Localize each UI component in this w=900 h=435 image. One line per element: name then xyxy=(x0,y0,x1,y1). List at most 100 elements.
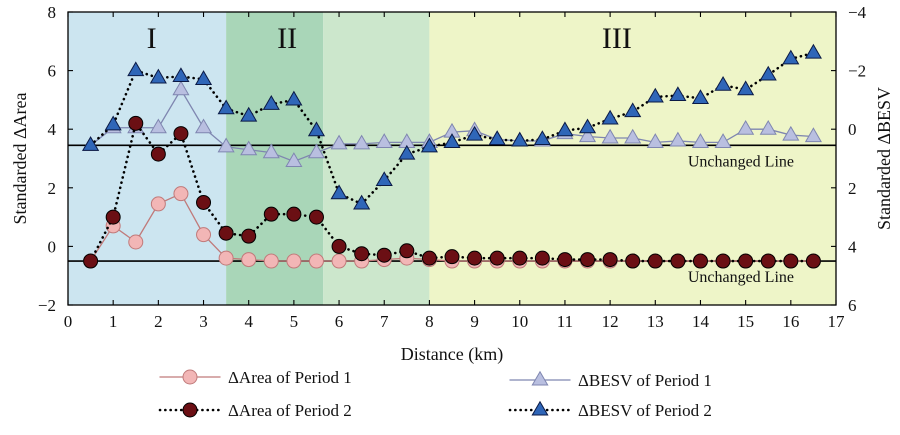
legend-item-2: ΔArea of Period 2 xyxy=(158,401,352,420)
plot-frame xyxy=(67,11,837,306)
series-1-point-4 xyxy=(150,196,166,212)
series-4-point-29 xyxy=(714,76,732,91)
series-4-point-22 xyxy=(556,121,574,137)
series-2-point-23 xyxy=(580,252,596,268)
y-left-tick-label-1: 0 xyxy=(48,237,57,256)
legend-item-3: ΔBESV of Period 1 xyxy=(509,370,712,390)
y-axis-right-label: Standarded ΔBESV xyxy=(874,87,894,230)
series-4-point-8 xyxy=(240,106,258,122)
x-tick-label-2: 2 xyxy=(154,312,163,331)
series-4-point-31 xyxy=(759,65,777,81)
series-2-point-10 xyxy=(286,206,302,222)
x-tick-label-1: 1 xyxy=(109,312,118,331)
series-3-point-12 xyxy=(330,134,348,150)
series-1-point-12 xyxy=(331,253,347,269)
series-3-point-13 xyxy=(353,134,371,150)
legend-marker-2 xyxy=(182,402,198,418)
legend-label-1: ΔArea of Period 1 xyxy=(228,368,352,387)
reference-line-label-2: Unchanged Line xyxy=(688,153,794,170)
series-1-point-11 xyxy=(308,253,324,269)
series-4-point-6 xyxy=(194,70,213,85)
x-axis-label: Distance (km) xyxy=(401,344,503,365)
series-4-point-15 xyxy=(398,144,416,160)
series-2-point-1 xyxy=(83,253,99,269)
legend-marker-3 xyxy=(531,370,549,386)
y-left-tick-label-0: −2 xyxy=(38,296,56,315)
series-4-point-7 xyxy=(217,99,235,115)
series-3-point-31 xyxy=(759,119,777,135)
y-right-tick-label-3: 0 xyxy=(848,120,857,139)
series-2-point-28 xyxy=(692,253,708,269)
series-4-point-21 xyxy=(533,130,551,146)
series-2-point-9 xyxy=(263,206,279,222)
series-4-point-3 xyxy=(127,61,145,77)
series-3-point-7 xyxy=(217,137,235,153)
series-4-point-23 xyxy=(578,118,597,134)
series-2-point-5 xyxy=(173,126,189,142)
y-right-tick-label-4: −2 xyxy=(848,62,866,81)
series-1-point-6 xyxy=(196,227,212,243)
series-2-point-21 xyxy=(534,250,550,266)
series-4-point-27 xyxy=(669,86,687,102)
series-4-point-5 xyxy=(172,67,190,83)
series-2-point-11 xyxy=(308,209,324,225)
series-4-point-12 xyxy=(330,184,348,200)
y-right-tick-label-1: 4 xyxy=(848,237,857,256)
series-2-point-17 xyxy=(444,249,460,265)
series-4-point-20 xyxy=(511,131,529,147)
legend-marker-4 xyxy=(531,400,549,416)
series-2-point-24 xyxy=(602,252,618,268)
x-tick-label-9: 9 xyxy=(470,312,479,331)
x-tick-label-3: 3 xyxy=(199,312,208,331)
x-tick-label-4: 4 xyxy=(244,312,253,331)
series-2-point-33 xyxy=(805,253,821,269)
series-4-point-32 xyxy=(782,49,800,65)
series-4-point-17 xyxy=(443,133,461,148)
series-2-point-18 xyxy=(467,250,483,266)
series-1-point-8 xyxy=(241,252,257,268)
series-4-point-14 xyxy=(375,171,393,187)
x-tick-label-5: 5 xyxy=(290,312,299,331)
series-2-point-25 xyxy=(625,253,641,269)
x-tick-label-0: 0 xyxy=(64,312,73,331)
series-line-4 xyxy=(89,51,815,206)
series-2-point-31 xyxy=(760,253,776,269)
series-2-point-8 xyxy=(241,228,257,244)
series-2 xyxy=(83,115,821,269)
series-1-point-10 xyxy=(286,253,302,269)
y-left-tick-label-5: 8 xyxy=(48,3,57,22)
x-tick-label-10: 10 xyxy=(511,312,528,331)
series-4-point-30 xyxy=(737,80,755,96)
series-2-point-12 xyxy=(331,238,347,254)
series-4-point-10 xyxy=(285,90,303,106)
series-4 xyxy=(82,43,822,210)
axes: 0 1 2 3 4 5 6 7 8 9 10 11 12 13 14 15 16 17−2024686420−2−… xyxy=(10,3,894,365)
series-3-point-23 xyxy=(578,127,597,143)
zone-label-2: II xyxy=(277,22,297,55)
x-tick-label-7: 7 xyxy=(380,312,389,331)
series-3-point-4 xyxy=(149,118,167,134)
series-1-point-7 xyxy=(218,250,234,266)
series-4-point-26 xyxy=(646,87,664,103)
series-4-point-19 xyxy=(488,130,506,146)
series-2-point-2 xyxy=(105,209,121,225)
zone-label-4: III xyxy=(602,22,632,55)
series-4-point-24 xyxy=(601,109,619,125)
legend-label-4: ΔBESV of Period 2 xyxy=(578,401,712,420)
series-2-point-14 xyxy=(376,247,392,263)
series-3-point-11 xyxy=(307,143,326,159)
series-2-point-6 xyxy=(196,194,212,210)
series-2-point-3 xyxy=(128,115,144,131)
series-4-point-25 xyxy=(624,102,642,118)
series-2-point-29 xyxy=(715,253,731,269)
series-1-point-5 xyxy=(173,186,189,202)
series-4-point-28 xyxy=(691,89,710,104)
y-left-tick-label-2: 2 xyxy=(48,179,57,198)
series-4-point-11 xyxy=(307,121,326,137)
zone-labels: I II III xyxy=(147,22,632,55)
series-3-point-10 xyxy=(285,152,303,167)
legend-item-4: ΔBESV of Period 2 xyxy=(508,400,712,420)
x-tick-label-13: 13 xyxy=(647,312,664,331)
reference-line-label-1: Unchanged Line xyxy=(688,269,794,286)
